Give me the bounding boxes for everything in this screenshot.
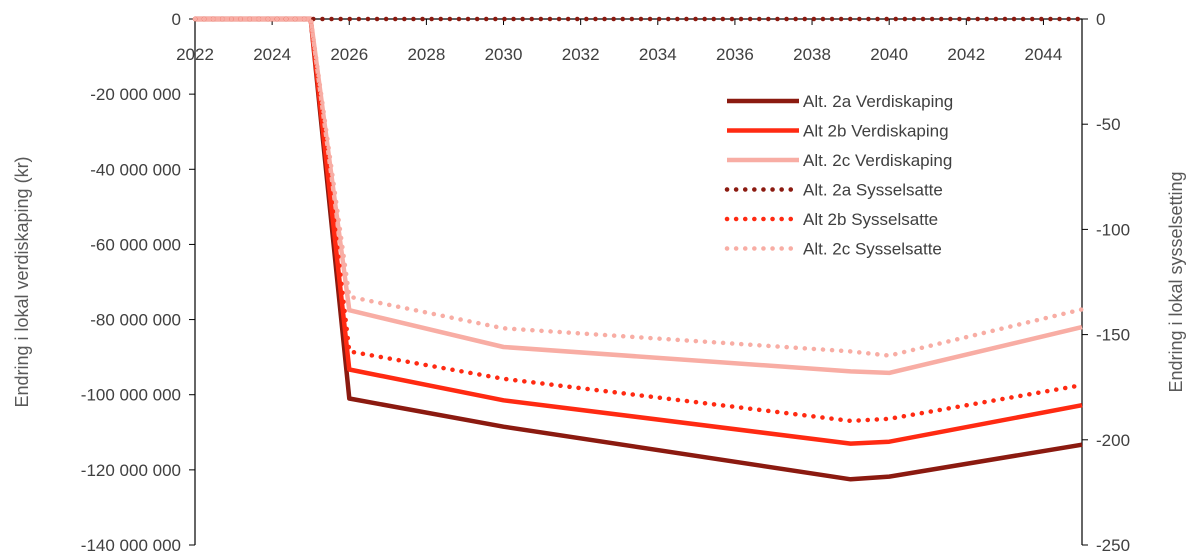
series-line-6 [192, 16, 1085, 358]
x-tick-label: 2040 [870, 45, 908, 64]
y-tick-label: -140 000 000 [81, 536, 181, 555]
y-tick-label: -60 000 000 [90, 235, 181, 254]
y-tick-label: -80 000 000 [90, 311, 181, 330]
legend-label: Alt. 2a Verdiskaping [803, 92, 953, 111]
x-tick-label: 2030 [485, 45, 523, 64]
x-tick-label: 2032 [562, 45, 600, 64]
series-line-2 [195, 16, 1083, 446]
y-tick-label: -120 000 000 [81, 461, 181, 480]
legend-label: Alt 2b Verdiskaping [803, 122, 949, 141]
x-tick-label: 2022 [176, 45, 214, 64]
series-line-3 [195, 16, 1083, 376]
y2-tick-label: -100 [1096, 220, 1130, 239]
y-tick-label: 0 [172, 10, 181, 29]
y-tick-label: -20 000 000 [90, 85, 181, 104]
y2-tick-label: -200 [1096, 431, 1130, 450]
y2-tick-label: -150 [1096, 326, 1130, 345]
axes: 0 -20 000 000 -40 000 000 -60 000 000 -80 00… [81, 10, 1130, 555]
x-tick-label: 2044 [1025, 45, 1063, 64]
x-tick-label: 2034 [639, 45, 677, 64]
legend-label: Alt 2b Sysselsatte [803, 210, 938, 229]
legend: Alt. 2a Verdiskaping Alt 2b Verdiskaping A… [724, 92, 953, 259]
y-tick-label: -100 000 000 [81, 386, 181, 405]
y2-tick-label: -250 [1096, 536, 1130, 555]
x-tick-label: 2036 [716, 45, 754, 64]
legend-label: Alt. 2c Sysselsatte [803, 240, 942, 259]
series-lines [192, 16, 1085, 482]
x-tick-label: 2026 [330, 45, 368, 64]
x-tick-label: 2038 [793, 45, 831, 64]
y2-tick-label: 0 [1096, 10, 1105, 29]
x-tick-label: 2028 [407, 45, 445, 64]
y-axis-title: Endring i lokal verdiskaping (kr) [12, 156, 32, 407]
x-tick-label: 2024 [253, 45, 291, 64]
legend-label: Alt. 2c Verdiskaping [803, 151, 952, 170]
y-tick-label: -40 000 000 [90, 160, 181, 179]
x-tick-label: 2042 [947, 45, 985, 64]
y2-tick-label: -50 [1096, 115, 1121, 134]
y2-axis-title: Endring i lokal sysselsetting [1166, 171, 1186, 392]
legend-label: Alt. 2a Sysselsatte [803, 181, 943, 200]
